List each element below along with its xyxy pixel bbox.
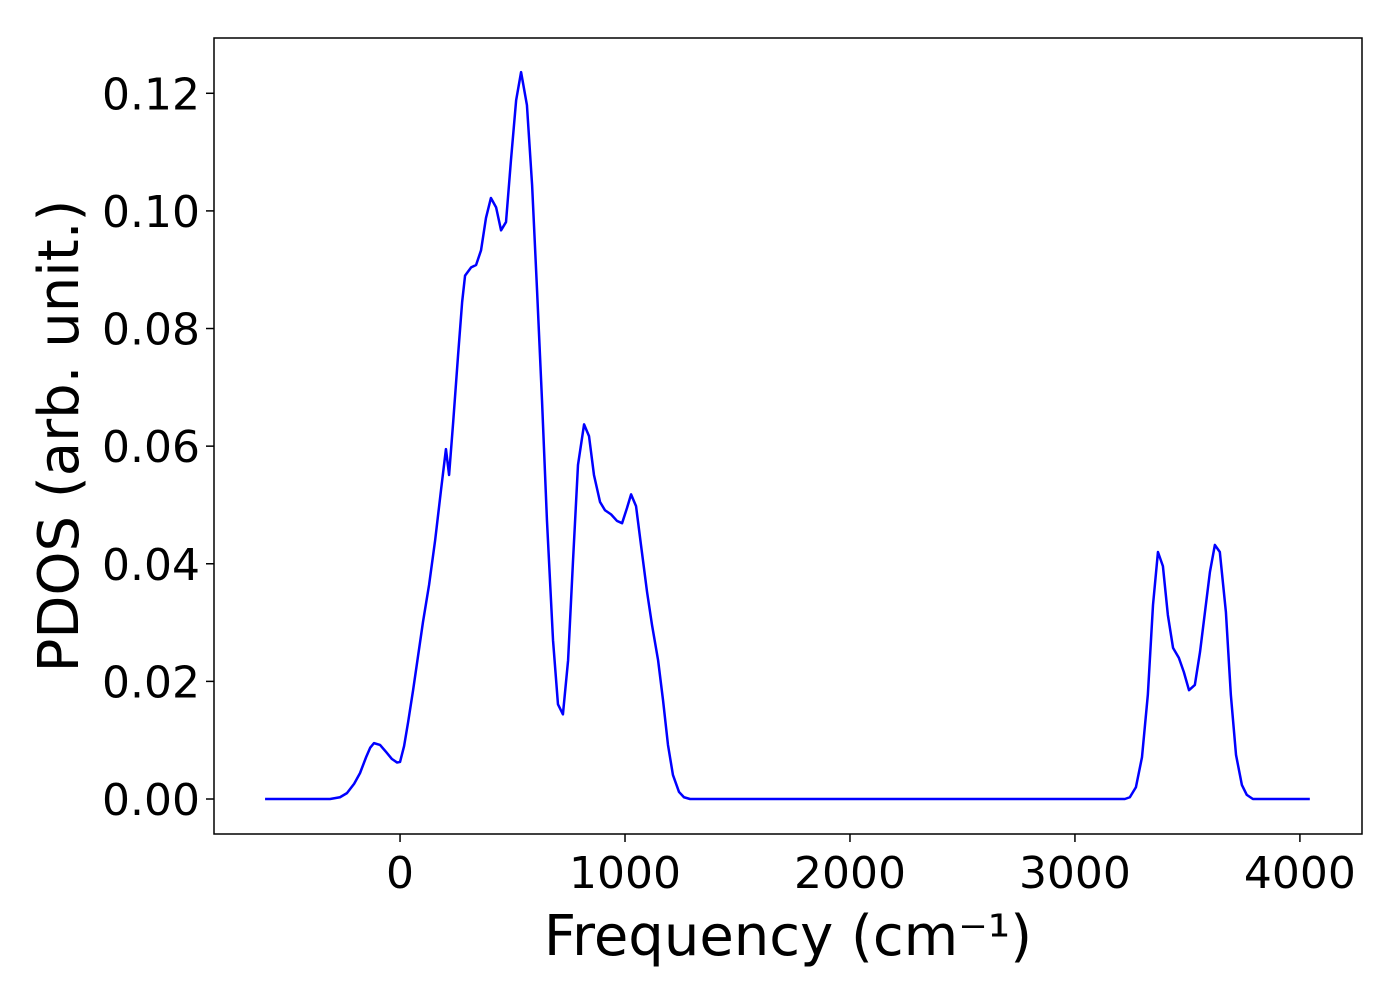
plot-frame xyxy=(213,37,1363,835)
x-tick-label: 2000 xyxy=(794,848,906,899)
y-tick-label: 0.04 xyxy=(102,540,200,591)
x-tick-label: 4000 xyxy=(1244,848,1356,899)
x-tick-label: 1000 xyxy=(569,848,681,899)
y-tick-label: 0.12 xyxy=(102,69,200,120)
y-tick-label: 0.06 xyxy=(102,422,200,473)
y-tick-label: 0.00 xyxy=(102,775,200,826)
x-tick-label: 0 xyxy=(386,848,414,899)
y-tick-label: 0.02 xyxy=(102,657,200,708)
y-tick-label: 0.08 xyxy=(102,305,200,356)
x-tick-label: 3000 xyxy=(1019,848,1131,899)
data-line xyxy=(265,70,1310,801)
y-tick-label: 0.10 xyxy=(102,187,200,238)
x-axis-label: Frequency (cm⁻¹) xyxy=(544,904,1032,969)
y-axis-label: PDOS (arb. unit.) xyxy=(27,200,92,673)
